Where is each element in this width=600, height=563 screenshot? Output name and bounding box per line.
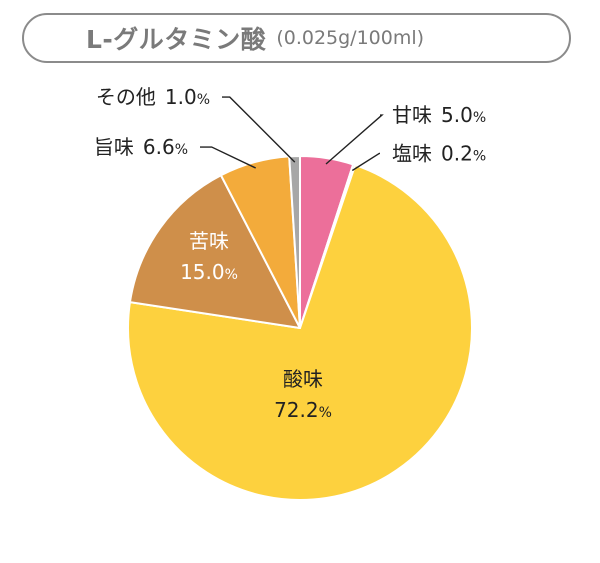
slice-label-sour: 酸味 72.2%	[274, 367, 332, 422]
chart-title-main: L-グルタミン酸	[86, 25, 267, 54]
slice-label-salty: 塩味 0.2%	[392, 141, 486, 165]
slice-label-umami: 旨味 6.6%	[94, 135, 188, 159]
slice-labels: 甘味 5.0% 塩味 0.2% 旨味 6.6% その他 1.0% 苦味 15.0% 酸味 72.2%	[94, 85, 486, 422]
chart-title-subtitle: (0.025g/100ml)	[276, 27, 425, 49]
pie-slices	[127, 155, 473, 501]
leader-line-umami	[200, 146, 257, 169]
leader-line-other	[222, 96, 296, 163]
slice-label-other: その他 1.0%	[96, 85, 210, 109]
leader-line-salty	[351, 152, 380, 172]
pie-slice-sour	[127, 164, 473, 501]
pie-slice-bitter	[128, 174, 301, 329]
slice-label-sweet: 甘味 5.0%	[392, 103, 486, 127]
chart-title: L-グルタミン酸 (0.025g/100ml)	[22, 13, 571, 63]
leader-lines	[200, 96, 384, 172]
slice-label-bitter: 苦味 15.0%	[180, 229, 238, 284]
leader-line-sweet	[325, 114, 384, 165]
